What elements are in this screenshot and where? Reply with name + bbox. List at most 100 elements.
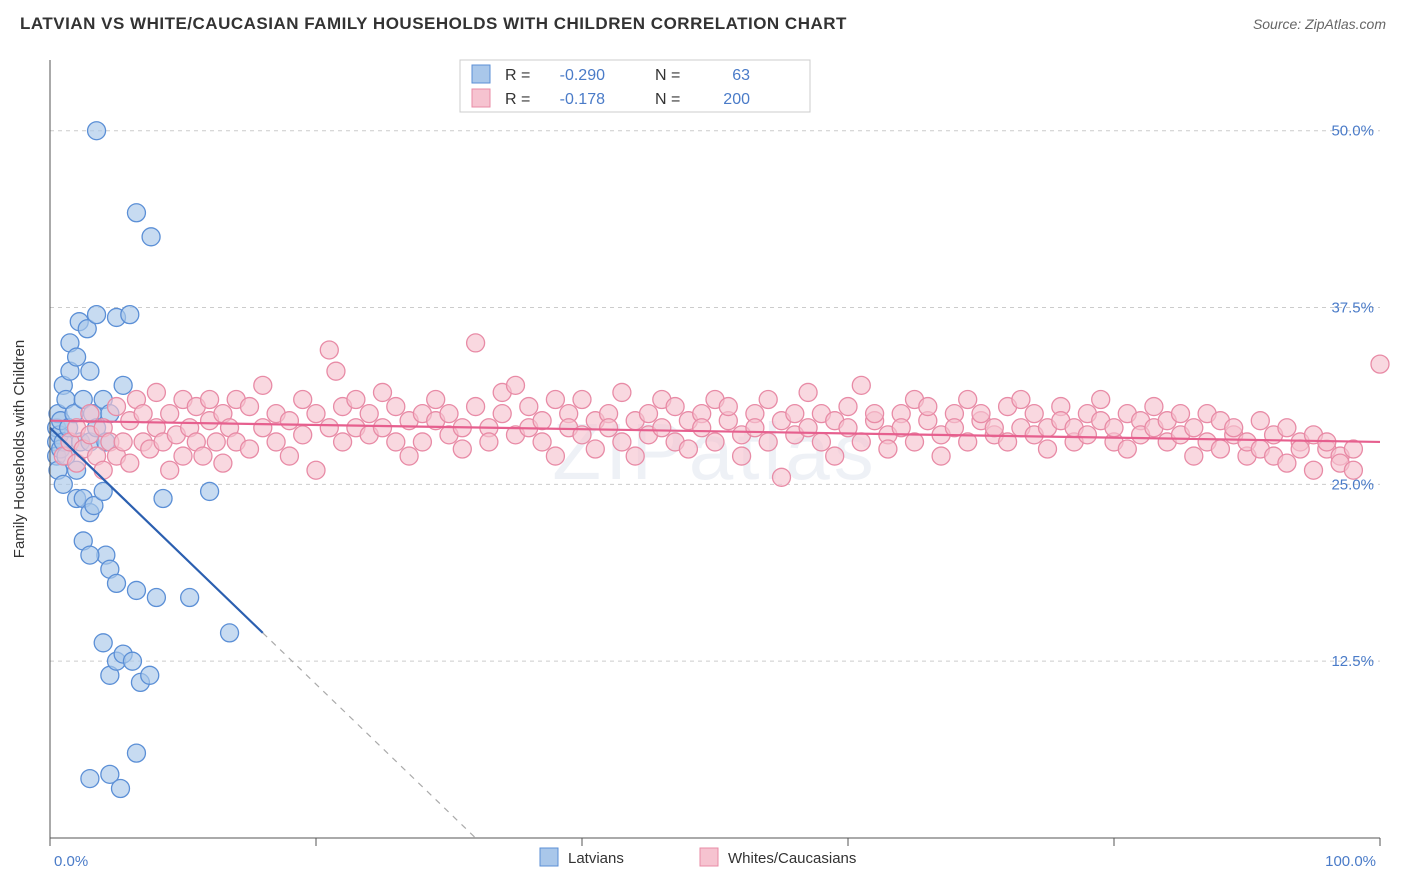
data-point: [1118, 440, 1136, 458]
source-prefix: Source:: [1253, 16, 1305, 32]
data-point: [1305, 461, 1323, 479]
data-point: [653, 419, 671, 437]
data-point: [493, 405, 511, 423]
data-point: [334, 433, 352, 451]
data-point: [127, 581, 145, 599]
data-point: [1012, 390, 1030, 408]
data-point: [799, 383, 817, 401]
data-point: [141, 666, 159, 684]
stats-swatch: [472, 65, 490, 83]
stats-n-label: N =: [655, 91, 680, 108]
data-point: [108, 574, 126, 592]
legend-label: Whites/Caucasians: [728, 850, 856, 867]
data-point: [1278, 454, 1296, 472]
data-point: [786, 405, 804, 423]
data-point: [1344, 461, 1362, 479]
data-point: [267, 433, 285, 451]
data-point: [294, 426, 312, 444]
data-point: [400, 447, 418, 465]
data-point: [161, 461, 179, 479]
data-point: [68, 348, 86, 366]
data-point: [759, 390, 777, 408]
data-point: [1185, 419, 1203, 437]
data-point: [533, 433, 551, 451]
data-point: [374, 419, 392, 437]
data-point: [613, 383, 631, 401]
data-point: [573, 390, 591, 408]
stats-n-value: 63: [732, 67, 750, 84]
data-point: [1251, 412, 1269, 430]
stats-n-value: 200: [723, 91, 750, 108]
stats-r-value: -0.178: [560, 91, 605, 108]
data-point: [123, 652, 141, 670]
source-name: ZipAtlas.com: [1305, 16, 1386, 32]
data-point: [114, 376, 132, 394]
data-point: [467, 398, 485, 416]
y-tick-label: 37.5%: [1331, 300, 1374, 317]
data-point: [54, 475, 72, 493]
data-point: [154, 490, 172, 508]
data-point: [852, 376, 870, 394]
data-point: [866, 405, 884, 423]
data-point: [294, 390, 312, 408]
data-point: [181, 589, 199, 607]
data-point: [127, 204, 145, 222]
data-point: [546, 390, 564, 408]
data-point: [134, 405, 152, 423]
data-point: [142, 228, 160, 246]
data-point: [280, 447, 298, 465]
y-axis-label: Family Households with Children: [11, 340, 28, 558]
data-point: [985, 419, 1003, 437]
data-point: [121, 454, 139, 472]
data-point: [427, 390, 445, 408]
data-point: [1278, 419, 1296, 437]
source-credit: Source: ZipAtlas.com: [1253, 16, 1386, 32]
y-tick-label: 50.0%: [1331, 123, 1374, 140]
data-point: [161, 405, 179, 423]
stats-r-label: R =: [505, 91, 530, 108]
data-point: [679, 440, 697, 458]
data-point: [1092, 390, 1110, 408]
data-point: [1025, 405, 1043, 423]
data-point: [111, 779, 129, 797]
data-point: [221, 624, 239, 642]
chart-title: LATVIAN VS WHITE/CAUCASIAN FAMILY HOUSEH…: [20, 14, 847, 34]
data-point: [919, 398, 937, 416]
data-point: [88, 306, 106, 324]
data-point: [666, 398, 684, 416]
data-point: [533, 412, 551, 430]
data-point: [201, 482, 219, 500]
x-max-label: 100.0%: [1325, 853, 1376, 870]
data-point: [520, 398, 538, 416]
data-point: [879, 440, 897, 458]
data-point: [347, 390, 365, 408]
trend-line-extrapolated: [263, 633, 476, 838]
data-point: [959, 390, 977, 408]
data-point: [121, 306, 139, 324]
data-point: [327, 362, 345, 380]
data-point: [147, 589, 165, 607]
data-point: [360, 405, 378, 423]
data-point: [972, 405, 990, 423]
data-point: [839, 398, 857, 416]
stats-r-label: R =: [505, 67, 530, 84]
data-point: [174, 447, 192, 465]
data-point: [826, 447, 844, 465]
data-point: [507, 376, 525, 394]
data-point: [1185, 447, 1203, 465]
legend-swatch: [540, 848, 558, 866]
data-point: [626, 447, 644, 465]
data-point: [81, 362, 99, 380]
data-point: [88, 122, 106, 140]
data-point: [320, 419, 338, 437]
data-point: [194, 447, 212, 465]
data-point: [81, 770, 99, 788]
data-point: [81, 546, 99, 564]
data-point: [1211, 440, 1229, 458]
data-point: [94, 634, 112, 652]
data-point: [453, 440, 471, 458]
data-point: [467, 334, 485, 352]
stats-swatch: [472, 89, 490, 107]
data-point: [320, 341, 338, 359]
data-point: [693, 419, 711, 437]
